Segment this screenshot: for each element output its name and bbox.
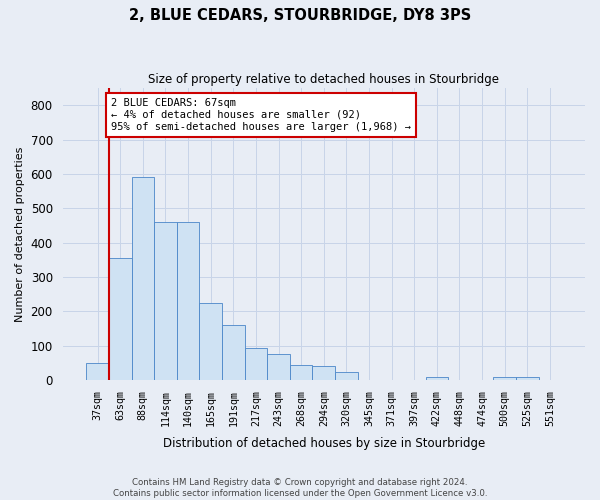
Bar <box>425 376 448 380</box>
Y-axis label: Number of detached properties: Number of detached properties <box>15 146 25 322</box>
Bar <box>177 222 199 380</box>
Bar <box>245 348 267 380</box>
Bar <box>267 354 290 380</box>
Bar <box>154 222 177 380</box>
Bar <box>335 372 358 380</box>
Bar <box>131 178 154 380</box>
Bar <box>516 376 539 380</box>
Bar <box>290 364 313 380</box>
Text: 2 BLUE CEDARS: 67sqm
← 4% of detached houses are smaller (92)
95% of semi-detach: 2 BLUE CEDARS: 67sqm ← 4% of detached ho… <box>111 98 411 132</box>
Bar <box>493 376 516 380</box>
Title: Size of property relative to detached houses in Stourbridge: Size of property relative to detached ho… <box>148 72 499 86</box>
Text: 2, BLUE CEDARS, STOURBRIDGE, DY8 3PS: 2, BLUE CEDARS, STOURBRIDGE, DY8 3PS <box>129 8 471 22</box>
Bar <box>86 363 109 380</box>
Bar <box>199 303 222 380</box>
Text: Contains HM Land Registry data © Crown copyright and database right 2024.
Contai: Contains HM Land Registry data © Crown c… <box>113 478 487 498</box>
X-axis label: Distribution of detached houses by size in Stourbridge: Distribution of detached houses by size … <box>163 437 485 450</box>
Bar <box>313 366 335 380</box>
Bar <box>222 325 245 380</box>
Bar <box>109 258 131 380</box>
